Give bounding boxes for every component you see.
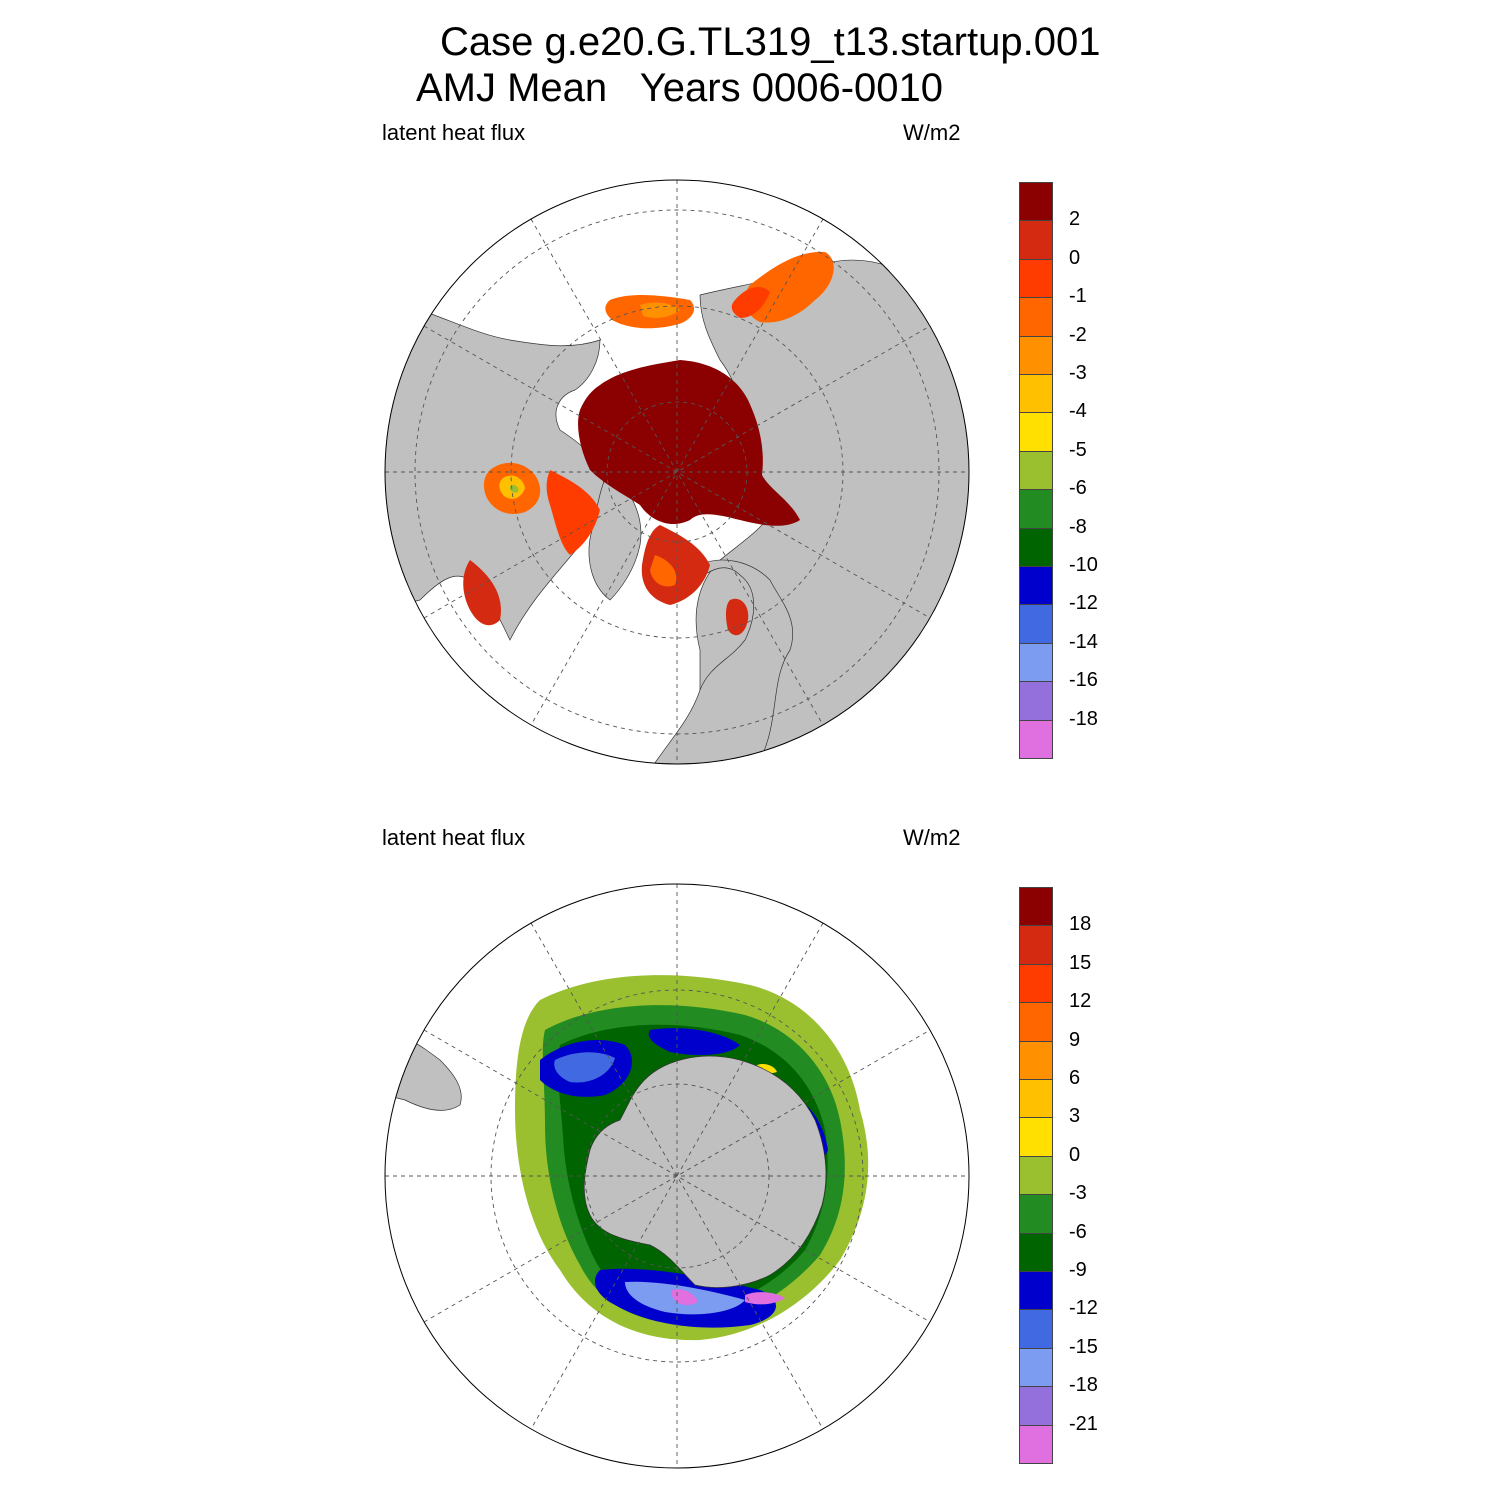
colorbar-tick-label: -6 [1069,477,1087,500]
colorbar-tick-label: -16 [1069,669,1098,692]
colorbar-tick-label: -3 [1069,1182,1087,1205]
colorbar-tick-label: -3 [1069,362,1087,384]
colorbar-swatch [1019,182,1053,222]
colorbar-tick-label: -2 [1069,323,1087,346]
colorbar-swatch [1019,1002,1053,1042]
colorbar-tick-label: -12 [1069,592,1098,615]
colorbar-tick-label: -1 [1069,285,1087,308]
colorbar-swatch [1019,1386,1053,1426]
north-land-europe [649,559,794,764]
south-field-weddell-pink2 [745,1292,785,1305]
colorbar-swatch [1019,681,1053,721]
colorbar-tick-label: 12 [1069,990,1092,1013]
colorbar-swatch [1019,450,1053,491]
colorbar-tick-label: -14 [1069,630,1098,653]
colorbar-tick-label: -10 [1069,554,1098,576]
colorbar-swatch [1019,258,1053,299]
north-field-labrador [463,560,501,626]
colorbar-tick-label: -6 [1069,1220,1087,1243]
bottom-panel-variable-label: latent heat flux [382,825,526,850]
colorbar-tick-label: 3 [1069,1105,1081,1128]
north-field-east-siberian-inner [640,302,680,318]
south-map-border [384,883,970,1469]
colorbar-swatch [1019,566,1053,606]
north-field-central-arctic [578,360,800,526]
north-field-bering-edge [731,286,770,318]
south-field-weddell-pink [672,1289,698,1306]
colorbar-tick-label: 18 [1069,913,1092,936]
bottom-colorbar: 18 15 12 9 6 3 0 -3 -6 -9 -12 -15 -18 -21 [1019,887,1139,1464]
colorbar-tick-label: 2 [1069,208,1081,231]
colorbar-swatch [1019,374,1053,414]
north-polar-map [385,180,969,764]
colorbar-swatch [1019,1347,1053,1388]
colorbar-swatch [1019,297,1053,337]
colorbar-swatch [1019,1117,1053,1157]
north-field-baffin [546,470,600,555]
colorbar-swatch [1019,1309,1053,1349]
top-colorbar: 2 0 -1 -2 -3 -4 -5 -6 -8 -10 -12 -14 -16 -18 [1019,182,1139,759]
south-land-antarctica [583,1055,827,1288]
bottom-panel-units-label: W/m2 [903,825,961,850]
top-panel-units-label: W/m2 [903,120,961,145]
colorbar-swatch [1019,412,1053,452]
colorbar-swatch [1019,1194,1053,1234]
colorbar-tick-label: -4 [1069,400,1087,423]
colorbar-swatch [1019,220,1053,260]
north-field-baltic [725,598,749,636]
colorbar-swatch [1019,1040,1053,1080]
colorbar-tick-label: -15 [1069,1335,1098,1358]
colorbar-swatch [1019,1271,1053,1311]
north-map-border [384,179,970,765]
colorbar-swatch [1019,527,1053,567]
north-graticule [385,180,969,764]
colorbar-tick-label: -21 [1069,1412,1098,1435]
plot-title-period: AMJ Mean Years 0006-0010 [416,66,944,110]
colorbar-swatch [1019,1424,1053,1464]
plot-title-case: Case g.e20.G.TL319_t13.startup.001 [440,20,1101,64]
colorbar-tick-label: 0 [1069,246,1081,269]
south-graticule [385,884,969,1468]
south-field-ross-blue2 [648,1028,740,1056]
colorbar-tick-label: -18 [1069,1374,1098,1397]
colorbar-tick-label: -5 [1069,438,1087,461]
colorbar-tick-label: 0 [1069,1143,1081,1166]
colorbar-swatch [1019,719,1053,759]
colorbar-swatch [1019,489,1053,529]
colorbar-swatch [1019,1079,1053,1119]
south-field-ross-lightblue [554,1052,615,1083]
colorbar-tick-label: 9 [1069,1028,1081,1051]
colorbar-tick-label: 15 [1069,951,1092,974]
colorbar-swatch [1019,887,1053,927]
colorbar-swatch [1019,1232,1053,1272]
colorbar-swatch [1019,1155,1053,1196]
colorbar-swatch [1019,963,1053,1004]
north-field-bering [744,251,834,323]
north-field-barents [641,525,710,605]
colorbar-tick-label: 6 [1069,1067,1081,1089]
colorbar-swatch [1019,604,1053,644]
colorbar-swatch [1019,335,1053,375]
south-polar-map [385,884,969,1468]
colorbar-swatch [1019,642,1053,683]
colorbar-swatch [1019,925,1053,965]
colorbar-tick-label: -18 [1069,707,1098,730]
top-panel-variable-label: latent heat flux [382,120,526,145]
colorbar-tick-label: -8 [1069,515,1087,538]
colorbar-tick-label: -12 [1069,1297,1098,1320]
north-field-barents-inner [650,555,677,587]
colorbar-tick-label: -9 [1069,1259,1087,1281]
